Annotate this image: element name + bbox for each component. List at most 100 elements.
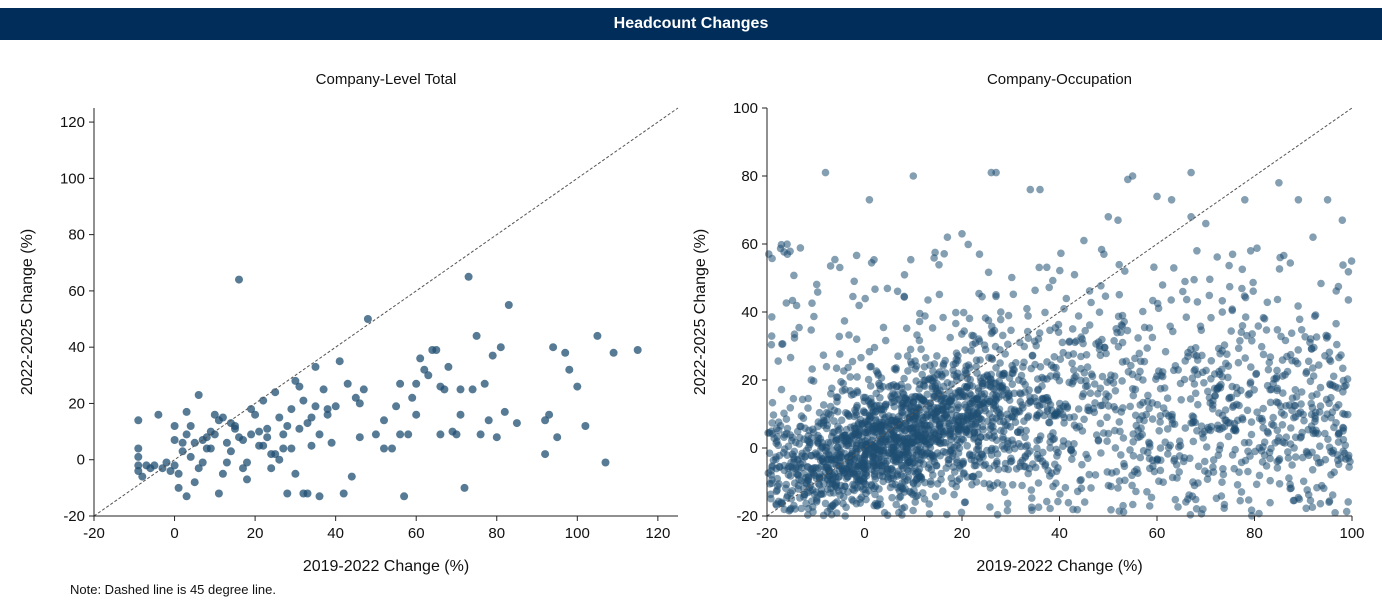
data-point — [1291, 386, 1300, 394]
data-point — [970, 428, 978, 436]
data-point — [1303, 486, 1311, 494]
data-point — [1020, 417, 1028, 426]
data-point — [930, 254, 938, 262]
data-point — [836, 350, 844, 358]
data-point — [134, 467, 143, 475]
data-point — [1339, 427, 1347, 435]
data-point — [295, 382, 304, 391]
data-point — [1262, 326, 1271, 334]
data-point — [930, 452, 938, 460]
data-point — [1193, 247, 1201, 255]
data-point — [943, 379, 952, 387]
data-point — [351, 393, 360, 402]
data-point — [1254, 322, 1263, 330]
data-point — [1153, 372, 1161, 381]
data-point — [1188, 374, 1197, 383]
data-point — [1218, 297, 1227, 305]
data-point — [1198, 368, 1207, 377]
data-point — [323, 410, 332, 419]
data-point — [810, 312, 818, 321]
data-point — [1036, 185, 1044, 194]
data-point — [1297, 400, 1305, 408]
data-point — [894, 352, 902, 361]
data-point — [889, 443, 898, 452]
data-point — [995, 409, 1003, 417]
data-point — [1008, 380, 1017, 389]
data-point — [1083, 382, 1092, 390]
data-point — [1115, 290, 1124, 299]
data-point — [842, 474, 851, 483]
data-point — [1024, 399, 1033, 407]
data-point — [903, 352, 912, 360]
data-point — [993, 459, 1001, 468]
data-point — [1101, 292, 1110, 301]
data-point — [1085, 470, 1093, 479]
data-point — [1326, 381, 1335, 389]
data-point — [1070, 413, 1078, 421]
data-point — [355, 433, 364, 442]
data-point — [1308, 466, 1317, 474]
data-point — [1054, 497, 1062, 506]
data-point — [772, 439, 780, 448]
data-point — [948, 416, 957, 425]
data-point — [1061, 483, 1070, 492]
data-point — [347, 472, 356, 481]
reference-line-45deg — [93, 107, 679, 517]
data-point — [1330, 468, 1338, 477]
data-point — [992, 168, 1000, 177]
data-point — [424, 371, 433, 380]
data-point — [1129, 391, 1138, 400]
data-point — [178, 438, 187, 447]
data-point — [456, 385, 465, 394]
data-point — [1286, 440, 1295, 448]
data-point — [1045, 418, 1054, 427]
data-point — [1163, 425, 1172, 433]
data-point — [1208, 405, 1217, 413]
data-point — [1126, 446, 1134, 454]
data-point — [1190, 367, 1198, 375]
data-point — [1263, 427, 1272, 436]
data-point — [1227, 327, 1235, 335]
data-point — [1215, 425, 1224, 434]
data-point — [1179, 287, 1187, 296]
data-point — [802, 499, 810, 508]
data-point — [1213, 253, 1221, 261]
data-point — [1255, 414, 1264, 423]
data-point — [1237, 488, 1246, 496]
data-point — [1085, 287, 1094, 295]
data-point — [1302, 367, 1311, 376]
x-tick-label: 40 — [327, 525, 344, 542]
data-point — [1143, 344, 1151, 352]
data-point — [1244, 496, 1253, 504]
data-point — [957, 508, 966, 517]
data-point — [1053, 452, 1061, 460]
data-point — [1200, 379, 1208, 387]
data-point — [970, 457, 979, 465]
data-point — [239, 464, 247, 473]
data-point — [444, 362, 453, 371]
data-point — [808, 425, 817, 434]
data-point — [782, 429, 791, 438]
data-point — [214, 489, 223, 498]
data-point — [813, 452, 821, 461]
data-point — [856, 415, 865, 424]
data-point — [768, 398, 777, 407]
data-point — [946, 432, 954, 440]
data-point — [1121, 267, 1129, 275]
data-point — [1243, 406, 1252, 415]
data-point — [959, 470, 968, 478]
data-point — [1297, 388, 1306, 396]
data-point — [979, 398, 987, 407]
data-point — [782, 299, 791, 307]
data-point — [917, 345, 925, 354]
data-point — [965, 451, 974, 460]
data-point — [1080, 369, 1089, 377]
data-point — [923, 390, 932, 399]
data-point — [804, 394, 812, 403]
data-point — [1080, 415, 1088, 424]
data-point — [900, 292, 908, 301]
data-point — [1119, 404, 1127, 412]
data-point — [1083, 363, 1092, 371]
data-point — [210, 410, 219, 419]
data-point — [808, 365, 816, 373]
